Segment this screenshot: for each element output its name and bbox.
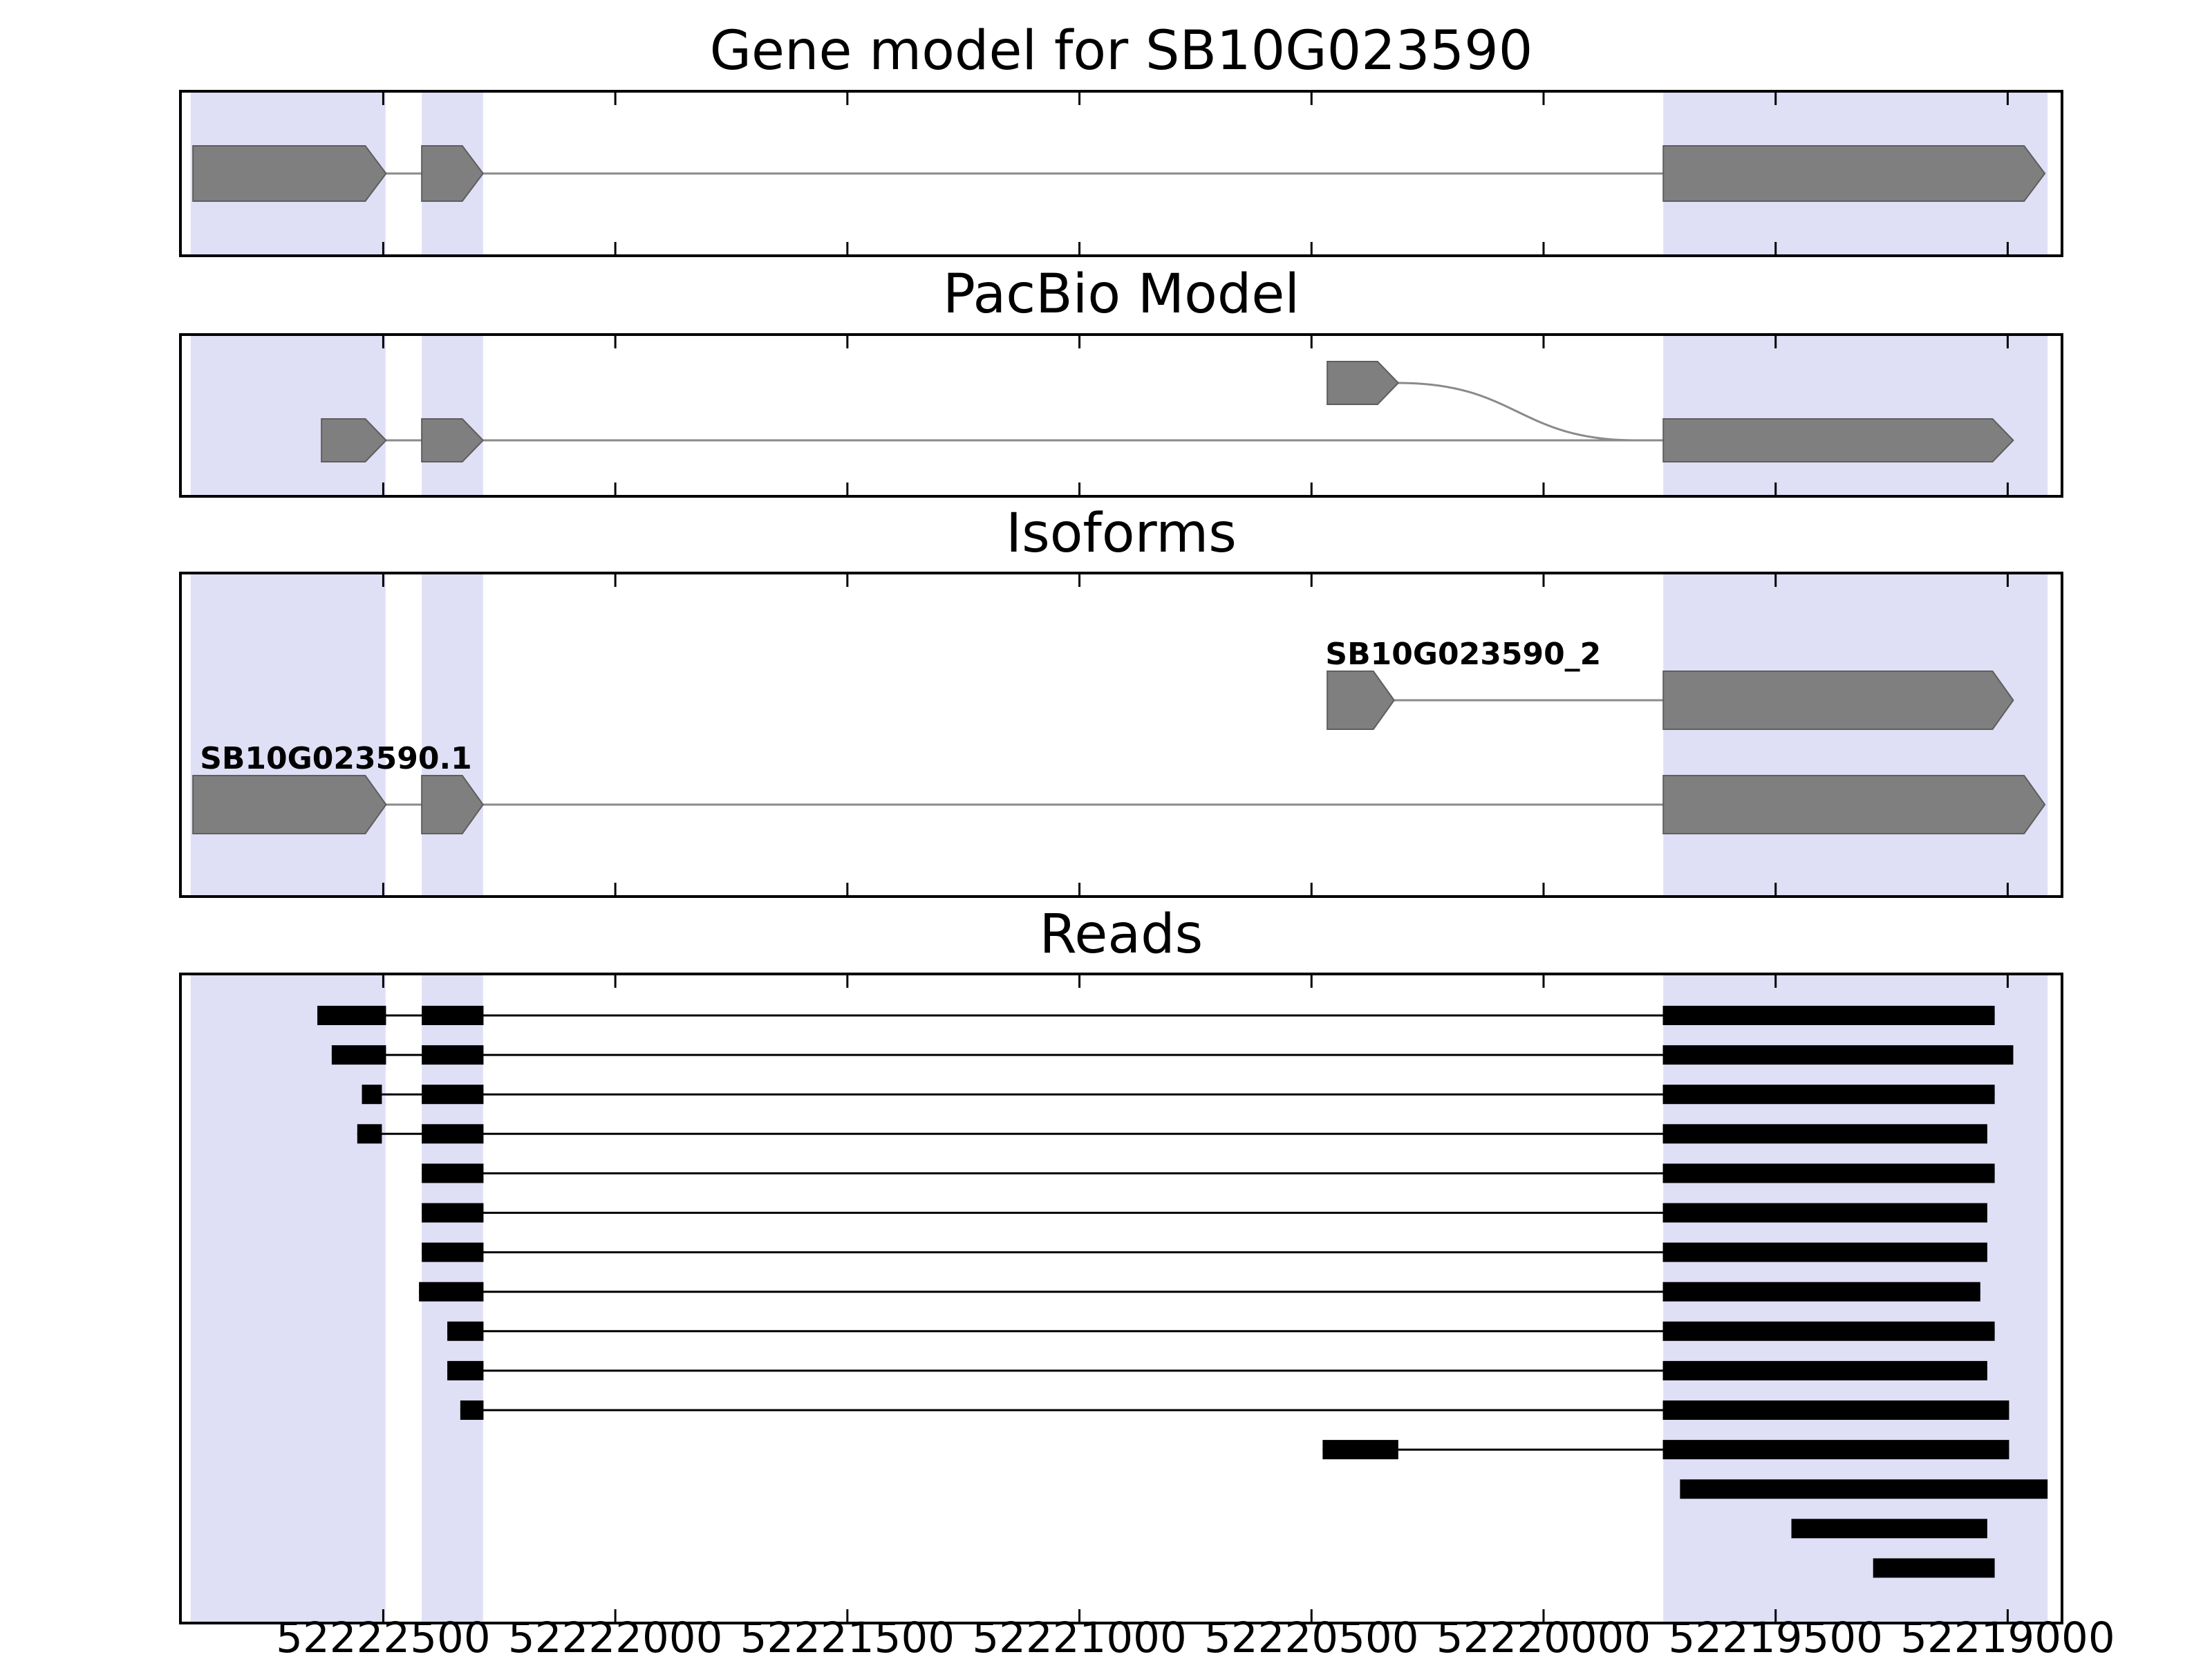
read-segment	[362, 1085, 382, 1105]
read-segment	[1662, 1045, 2014, 1065]
read-segment	[460, 1400, 484, 1420]
x-tick-label: 52221500	[740, 1613, 955, 1659]
x-tick-label: 52222500	[276, 1613, 491, 1659]
isoforms-title: Isoforms	[1006, 503, 1237, 565]
exon	[1662, 775, 2046, 834]
reads-title: Reads	[1039, 903, 1203, 966]
exon	[421, 145, 485, 202]
x-tick-label: 52219500	[1668, 1613, 1883, 1659]
exon	[1662, 145, 2046, 202]
read-segment	[1662, 1400, 2009, 1420]
splice-curve	[1398, 382, 1637, 442]
read-segment	[1662, 1085, 1995, 1105]
pacbio-title: PacBio Model	[942, 263, 1300, 326]
highlight-region	[422, 573, 483, 897]
isoform-label: SB10G023590.1	[200, 741, 472, 776]
read-segment	[1791, 1519, 1987, 1539]
exon	[1662, 418, 2014, 462]
read-segment	[422, 1203, 484, 1223]
read-segment	[422, 1085, 484, 1105]
pacbio-panel	[179, 333, 2063, 498]
reads-panel	[179, 973, 2063, 1624]
exon	[421, 418, 485, 462]
highlight-region	[190, 974, 386, 1623]
gene-model-title: Gene model for SB10G023590	[709, 20, 1533, 82]
highlight-region	[1663, 573, 2048, 897]
highlight-region	[422, 335, 483, 496]
panel-border	[179, 90, 2063, 257]
highlight-region	[1663, 335, 2048, 496]
read-segment	[419, 1282, 484, 1302]
exon	[192, 775, 387, 834]
isoform-label: SB10G023590_2	[1325, 637, 1601, 672]
x-tick-label: 52222000	[507, 1613, 723, 1659]
read-segment	[1662, 1124, 1987, 1144]
exon	[421, 775, 485, 834]
highlight-region	[190, 335, 386, 496]
read-segment	[422, 1163, 484, 1183]
read-segment	[1662, 1321, 1995, 1341]
exon	[1327, 361, 1400, 405]
x-tick-label: 52220000	[1436, 1613, 1651, 1659]
read-segment	[1662, 1163, 1995, 1183]
highlight-region	[190, 573, 386, 897]
read-segment	[1662, 1360, 1987, 1380]
read-segment	[1662, 1242, 1987, 1262]
exon	[192, 145, 387, 202]
exon	[1662, 671, 2014, 730]
read-segment	[1873, 1558, 1995, 1578]
x-tick-label: 52221000	[972, 1613, 1187, 1659]
read-segment	[447, 1360, 484, 1380]
panel-border	[179, 333, 2063, 498]
read-segment	[1662, 1440, 2009, 1460]
read-segment	[422, 1045, 484, 1065]
exon	[321, 418, 387, 462]
x-tick-label: 52219000	[1900, 1613, 2115, 1659]
read-segment	[447, 1321, 484, 1341]
read-segment	[1662, 1282, 1980, 1302]
read-segment	[317, 1006, 386, 1025]
read-segment	[331, 1045, 386, 1065]
read-segment	[422, 1006, 484, 1025]
gene-model-panel	[179, 90, 2063, 257]
read-segment	[357, 1124, 382, 1144]
read-segment	[422, 1124, 484, 1144]
read-segment	[422, 1242, 484, 1262]
read-segment	[1662, 1006, 1995, 1025]
panel-border	[179, 572, 2063, 898]
read-segment	[1322, 1440, 1398, 1460]
x-axis-tick-labels: 52222500 52222000 52221500 52221000 52220500…	[0, 1613, 2212, 1659]
panel-border	[179, 973, 2063, 1624]
read-segment	[1680, 1479, 2048, 1499]
exon	[1327, 671, 1396, 730]
x-tick-label: 52220500	[1204, 1613, 1419, 1659]
read-segment	[1662, 1203, 1987, 1223]
isoforms-panel: SB10G023590_2 SB10G023590.1	[179, 572, 2063, 898]
